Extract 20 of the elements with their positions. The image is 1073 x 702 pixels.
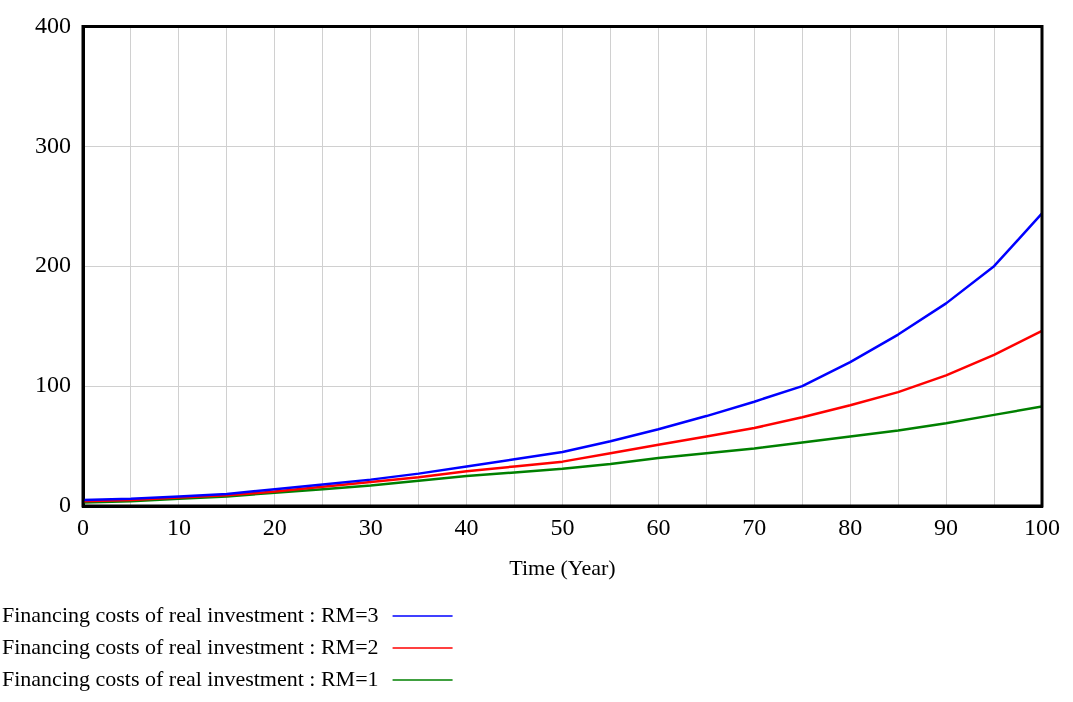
legend-label: Financing costs of real investment : RM=1 bbox=[2, 665, 379, 691]
y-tick-label: 200 bbox=[35, 251, 71, 278]
x-tick-label: 50 bbox=[550, 513, 575, 540]
legend-label: Financing costs of real investment : RM=3 bbox=[2, 601, 379, 627]
x-tick-label: 0 bbox=[77, 513, 89, 540]
x-tick-label: 80 bbox=[838, 513, 863, 540]
y-tick-label: 400 bbox=[35, 11, 71, 38]
x-tick-label: 40 bbox=[454, 513, 479, 540]
x-tick-label: 100 bbox=[1024, 513, 1060, 540]
x-tick-label: 30 bbox=[358, 513, 383, 540]
legend-label: Financing costs of real investment : RM=2 bbox=[2, 633, 379, 659]
x-tick-label: 70 bbox=[742, 513, 767, 540]
y-tick-label: 0 bbox=[59, 491, 71, 518]
x-tick-label: 10 bbox=[166, 513, 191, 540]
y-tick-label: 300 bbox=[35, 131, 71, 158]
y-tick-label: 100 bbox=[35, 371, 71, 398]
x-tick-label: 20 bbox=[262, 513, 287, 540]
x-tick-label: 90 bbox=[934, 513, 959, 540]
x-tick-label: 60 bbox=[646, 513, 671, 540]
x-axis-title: Time (Year) bbox=[509, 554, 616, 580]
